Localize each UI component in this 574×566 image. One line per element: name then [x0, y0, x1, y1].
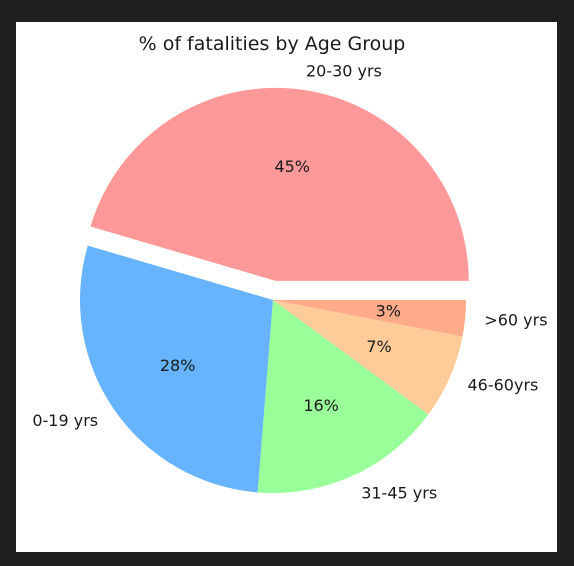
pie-slice-0-19-yrs — [80, 245, 273, 493]
slice-percent-31-45-yrs: 16% — [303, 396, 339, 415]
slice-percent-46-60yrs: 7% — [366, 337, 391, 356]
pie-slice-31-45-yrs — [257, 300, 429, 494]
pie-slice-46-60yrs — [273, 300, 463, 415]
slice-label-31-45-yrs: 31-45 yrs — [361, 484, 437, 503]
slice-percent-60-yrs: 3% — [376, 302, 401, 321]
slice-label-20-30-yrs: 20-30 yrs — [306, 61, 382, 80]
slice-percent-0-19-yrs: 28% — [160, 356, 196, 375]
slice-label-46-60yrs: 46-60yrs — [467, 376, 538, 395]
chart-title: % of fatalities by Age Group — [139, 33, 406, 55]
pie-slice-60-yrs — [273, 300, 466, 337]
slice-label-0-19-yrs: 0-19 yrs — [32, 411, 98, 430]
slice-percent-20-30-yrs: 45% — [274, 157, 310, 176]
pie-slice-20-30-yrs — [90, 87, 469, 281]
slice-label-60-yrs: >60 yrs — [484, 311, 547, 330]
